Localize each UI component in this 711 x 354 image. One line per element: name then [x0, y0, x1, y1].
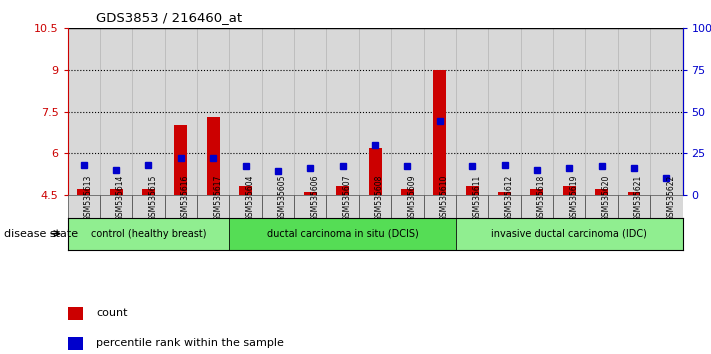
Bar — [628, 192, 641, 195]
Bar — [359, 195, 391, 218]
Bar — [239, 186, 252, 195]
Text: GSM535616: GSM535616 — [181, 175, 190, 221]
Bar — [207, 117, 220, 195]
Bar — [326, 195, 359, 218]
Bar — [368, 148, 382, 195]
Bar — [553, 195, 585, 218]
Bar — [68, 195, 100, 218]
Bar — [304, 192, 317, 195]
Bar — [595, 189, 608, 195]
Text: GSM535605: GSM535605 — [278, 175, 287, 221]
Bar — [424, 195, 456, 218]
Text: GDS3853 / 216460_at: GDS3853 / 216460_at — [96, 11, 242, 24]
Bar — [618, 195, 650, 218]
Bar — [174, 125, 187, 195]
Text: ductal carcinoma in situ (DCIS): ductal carcinoma in situ (DCIS) — [267, 229, 419, 239]
Text: GSM535604: GSM535604 — [245, 175, 255, 221]
Bar — [262, 195, 294, 218]
Bar — [433, 70, 447, 195]
Bar — [650, 195, 683, 218]
Text: GSM535607: GSM535607 — [343, 175, 352, 221]
Text: count: count — [96, 308, 127, 318]
Text: invasive ductal carcinoma (IDC): invasive ductal carcinoma (IDC) — [491, 229, 647, 239]
Bar — [466, 186, 479, 195]
Bar — [109, 189, 122, 195]
Text: GSM535619: GSM535619 — [570, 175, 578, 221]
Text: GSM535618: GSM535618 — [537, 175, 546, 221]
Bar — [77, 189, 90, 195]
Text: GSM535620: GSM535620 — [602, 175, 611, 221]
Bar — [142, 189, 155, 195]
Bar — [68, 218, 230, 250]
Bar — [488, 195, 520, 218]
Text: disease state: disease state — [4, 229, 77, 239]
Bar — [197, 195, 230, 218]
Bar — [391, 195, 424, 218]
Bar — [530, 189, 543, 195]
Text: GSM535610: GSM535610 — [440, 175, 449, 221]
Text: GSM535615: GSM535615 — [149, 175, 157, 221]
Bar — [585, 195, 618, 218]
Bar — [520, 195, 553, 218]
Text: GSM535622: GSM535622 — [666, 175, 675, 221]
Bar — [498, 192, 511, 195]
Text: GSM535621: GSM535621 — [634, 175, 643, 221]
Text: control (healthy breast): control (healthy breast) — [91, 229, 206, 239]
Bar — [336, 186, 349, 195]
Bar — [294, 195, 326, 218]
Text: GSM535606: GSM535606 — [310, 175, 319, 221]
Text: GSM535609: GSM535609 — [407, 175, 417, 221]
Bar — [230, 218, 456, 250]
Bar — [100, 195, 132, 218]
Text: percentile rank within the sample: percentile rank within the sample — [96, 338, 284, 348]
Text: GSM535614: GSM535614 — [116, 175, 125, 221]
Text: GSM535611: GSM535611 — [472, 175, 481, 221]
Bar — [230, 195, 262, 218]
Bar — [456, 195, 488, 218]
Bar — [165, 195, 197, 218]
Bar — [401, 189, 414, 195]
Bar — [456, 218, 683, 250]
Text: GSM535613: GSM535613 — [84, 175, 92, 221]
Bar — [563, 186, 576, 195]
Text: GSM535617: GSM535617 — [213, 175, 223, 221]
Text: GSM535612: GSM535612 — [505, 175, 513, 221]
Bar — [132, 195, 165, 218]
Text: GSM535608: GSM535608 — [375, 175, 384, 221]
